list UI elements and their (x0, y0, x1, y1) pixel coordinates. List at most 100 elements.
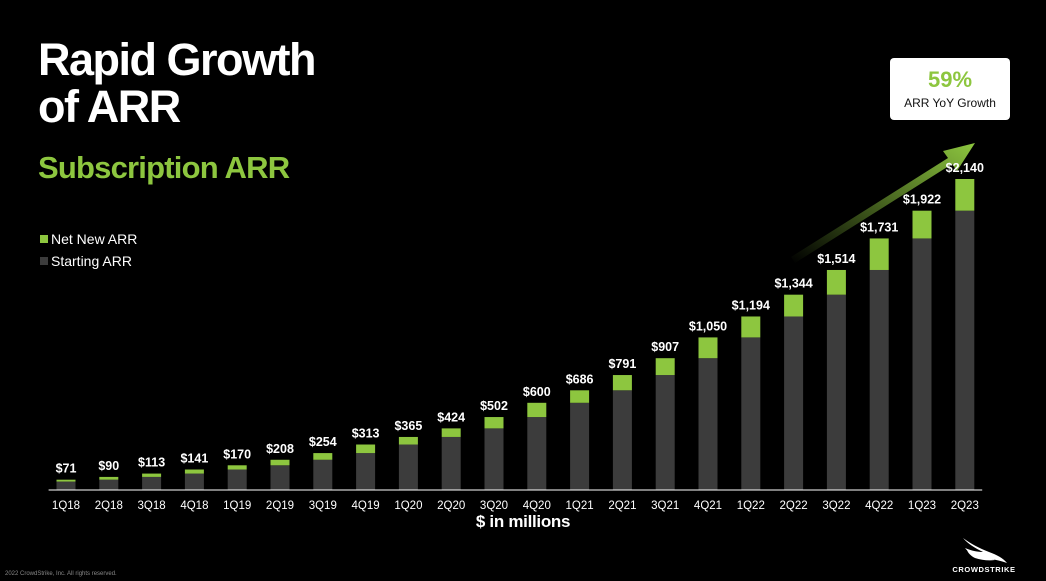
bar-net-new-3q22 (826, 269, 846, 295)
bar-net-new-1q18 (56, 479, 76, 482)
data-label-1q18: $71 (56, 462, 77, 476)
data-label-4q20: $600 (523, 385, 551, 399)
data-label-2q23: $2,140 (946, 161, 984, 175)
bar-starting-2q21 (612, 390, 632, 490)
bar-net-new-1q22 (741, 316, 761, 338)
bar-starting-4q19 (356, 453, 376, 490)
logo-wordmark: CROWDSTRIKE (952, 565, 1016, 574)
bar-net-new-2q21 (612, 375, 632, 391)
growth-arrow (791, 143, 975, 263)
data-label-4q19: $313 (352, 427, 380, 441)
x-tick-4q20: 4Q20 (523, 500, 551, 512)
bar-net-new-3q19 (313, 453, 333, 460)
x-tick-3q18: 3Q18 (138, 500, 166, 512)
data-label-3q21: $907 (651, 340, 679, 354)
bar-net-new-1q21 (570, 390, 590, 403)
x-tick-2q23: 2Q23 (951, 500, 979, 512)
bar-starting-2q18 (99, 479, 119, 490)
chart-legend: Net New ARR Starting ARR (40, 229, 137, 273)
bar-net-new-2q20 (441, 428, 461, 437)
x-tick-1q23: 1Q23 (908, 500, 936, 512)
bar-net-new-2q19 (270, 459, 290, 466)
x-tick-2q20: 2Q20 (437, 500, 465, 512)
data-label-2q21: $791 (608, 357, 636, 371)
copyright-footnote: 2022 CrowdStrike, Inc. All rights reserv… (5, 571, 117, 577)
x-tick-2q21: 2Q21 (608, 500, 636, 512)
bar-starting-4q22 (869, 269, 889, 490)
bar-net-new-3q20 (484, 417, 504, 429)
x-tick-2q22: 2Q22 (780, 500, 808, 512)
bar-starting-3q20 (484, 428, 504, 490)
x-tick-2q18: 2Q18 (95, 500, 123, 512)
bar-net-new-3q18 (142, 473, 162, 477)
x-tick-1q22: 1Q22 (737, 500, 765, 512)
x-tick-1q21: 1Q21 (566, 500, 594, 512)
data-label-1q22: $1,194 (732, 298, 770, 312)
bar-net-new-4q18 (184, 469, 204, 474)
legend-swatch-starting (40, 257, 48, 265)
bar-net-new-2q23 (955, 179, 975, 211)
legend-label-starting: Starting ARR (51, 253, 132, 269)
x-tick-4q18: 4Q18 (180, 500, 208, 512)
data-label-4q18: $141 (180, 452, 208, 466)
bar-starting-2q23 (955, 210, 975, 490)
bar-net-new-2q18 (99, 476, 119, 480)
bar-net-new-1q23 (912, 210, 932, 239)
bar-starting-4q21 (698, 358, 718, 490)
x-tick-3q21: 3Q21 (651, 500, 679, 512)
data-label-2q19: $208 (266, 442, 294, 456)
bar-starting-1q18 (56, 481, 76, 490)
growth-value: 59% (927, 67, 973, 92)
data-label-4q22: $1,731 (860, 220, 898, 234)
falcon-icon (963, 538, 1007, 563)
bar-starting-2q19 (270, 465, 290, 490)
bar-starting-2q22 (784, 316, 804, 490)
bar-net-new-1q19 (227, 465, 247, 470)
bar-starting-3q21 (655, 375, 675, 490)
crowdstrike-logo: CROWDSTRIKE (945, 536, 1023, 576)
bar-net-new-4q20 (527, 402, 547, 418)
data-label-3q18: $113 (138, 456, 165, 470)
x-tick-4q19: 4Q19 (352, 500, 380, 512)
data-label-3q19: $254 (309, 435, 337, 449)
x-tick-1q20: 1Q20 (394, 500, 422, 512)
data-label-3q22: $1,514 (817, 252, 855, 266)
bar-starting-1q20 (398, 444, 418, 490)
page-subtitle: Subscription ARR (38, 150, 290, 185)
data-label-1q19: $170 (223, 447, 251, 461)
x-tick-1q19: 1Q19 (223, 500, 251, 512)
data-label-2q20: $424 (437, 410, 465, 424)
legend-item-starting: Starting ARR (40, 251, 137, 271)
bar-starting-1q19 (227, 469, 247, 490)
bar-net-new-1q20 (398, 436, 418, 445)
x-tick-4q22: 4Q22 (865, 500, 893, 512)
bar-net-new-3q21 (655, 358, 675, 376)
x-tick-3q20: 3Q20 (480, 500, 508, 512)
growth-label: ARR YoY Growth (904, 96, 996, 110)
data-label-2q18: $90 (98, 459, 119, 473)
x-tick-4q21: 4Q21 (694, 500, 722, 512)
data-label-4q21: $1,050 (689, 319, 727, 333)
bar-starting-4q18 (184, 473, 204, 490)
data-label-1q23: $1,922 (903, 193, 941, 207)
bar-starting-3q22 (826, 294, 846, 490)
bar-net-new-2q22 (784, 294, 804, 317)
x-tick-1q18: 1Q18 (52, 500, 80, 512)
bar-group: $71 $90 $113 $141 $170 $208 $254 $313 $365 $424 $5… (56, 161, 984, 490)
bar-starting-3q19 (313, 459, 333, 490)
bar-net-new-4q19 (356, 444, 376, 454)
x-tick-2q19: 2Q19 (266, 500, 294, 512)
data-label-2q22: $1,344 (774, 277, 812, 291)
page-title: Rapid Growth of ARR (38, 34, 316, 132)
bar-starting-3q18 (142, 476, 162, 490)
bar-starting-2q20 (441, 436, 461, 490)
growth-callout: 59% ARR YoY Growth (890, 58, 1010, 120)
bar-starting-1q23 (912, 238, 932, 490)
x-tick-group: 1Q18 2Q18 3Q18 4Q18 1Q19 2Q19 3Q19 4Q19 1Q20 2Q20… (52, 500, 979, 512)
legend-item-net-new: Net New ARR (40, 229, 137, 249)
data-label-3q20: $502 (480, 399, 508, 413)
legend-label-net-new: Net New ARR (51, 231, 138, 247)
data-label-1q21: $686 (566, 372, 594, 386)
bar-starting-4q20 (527, 417, 547, 490)
